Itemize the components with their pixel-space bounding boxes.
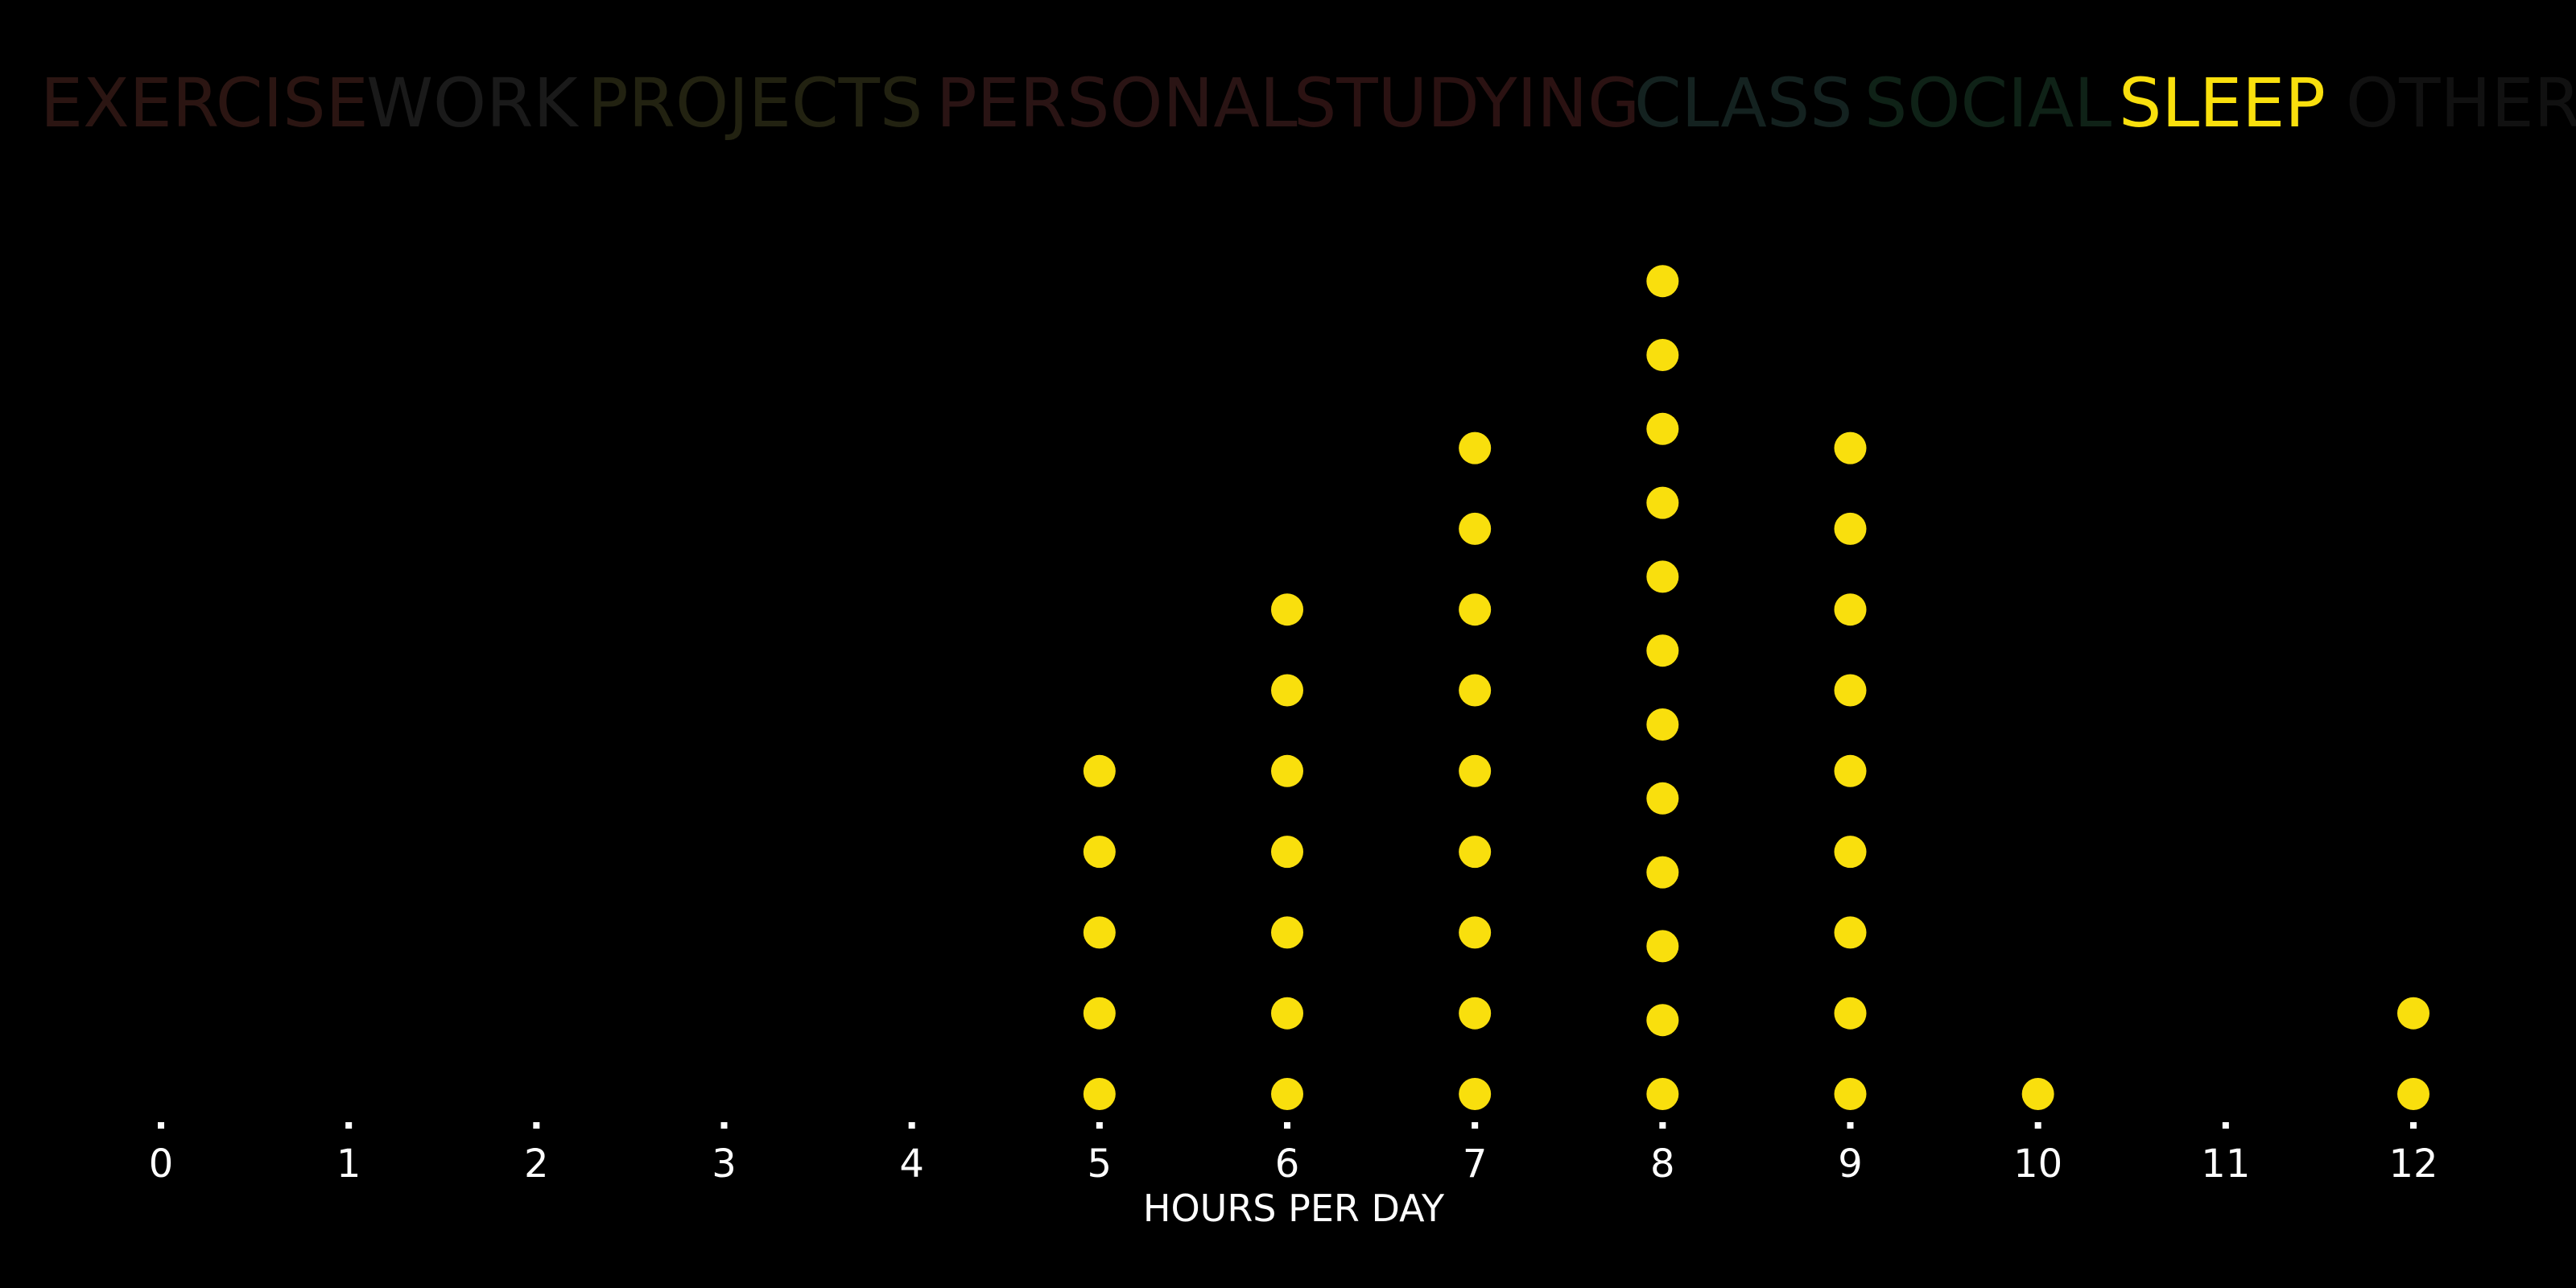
x-tick-label-2: 2: [524, 1141, 549, 1187]
dot-8h-9: [1646, 486, 1679, 519]
category-other[interactable]: OTHER: [2346, 64, 2576, 142]
x-axis-title: HOURS PER DAY: [1143, 1187, 1445, 1230]
dot-7h-7: [1459, 593, 1492, 626]
x-tick-label-8: 8: [1650, 1141, 1675, 1187]
dot-12h-2: [2397, 997, 2429, 1030]
dot-8h-5: [1646, 782, 1679, 815]
x-tick-mark-5: [1096, 1122, 1103, 1129]
dot-5h-4: [1083, 836, 1116, 869]
dot-9h-1: [1834, 1078, 1867, 1110]
category-work[interactable]: WORK: [366, 64, 580, 142]
dot-6h-4: [1271, 836, 1303, 869]
x-tick-label-3: 3: [712, 1141, 737, 1187]
dot-5h-5: [1083, 754, 1116, 787]
dot-10h-1: [2021, 1078, 2054, 1110]
x-tick-label-10: 10: [2013, 1141, 2062, 1187]
dot-8h-8: [1646, 560, 1679, 593]
dot-8h-6: [1646, 708, 1679, 741]
dot-9h-7: [1834, 593, 1867, 626]
x-tick-label-6: 6: [1275, 1141, 1300, 1187]
x-tick-label-5: 5: [1088, 1141, 1113, 1187]
x-tick-mark-4: [908, 1122, 915, 1129]
dot-8h-12: [1646, 265, 1679, 298]
dot-6h-6: [1271, 674, 1303, 707]
x-tick-mark-0: [158, 1122, 164, 1129]
category-social[interactable]: SOCIAL: [1864, 64, 2112, 142]
x-axis: 0 1 2 3 4 5 6 7 8 9 10 11 12: [149, 1122, 2438, 1187]
dot-5h-2: [1083, 997, 1116, 1030]
dot-7h-6: [1459, 674, 1492, 707]
x-tick-label-0: 0: [149, 1141, 174, 1187]
dot-6h-5: [1271, 754, 1303, 787]
dot-8h-2: [1646, 1004, 1679, 1037]
dot-7h-3: [1459, 916, 1492, 949]
dot-7h-5: [1459, 754, 1492, 787]
dot-6h-3: [1271, 916, 1303, 949]
x-tick-mark-11: [2222, 1122, 2229, 1129]
x-tick-label-1: 1: [336, 1141, 361, 1187]
x-tick-mark-7: [1472, 1122, 1479, 1129]
dot-7h-9: [1459, 431, 1492, 464]
dot-8h-7: [1646, 634, 1679, 667]
category-class[interactable]: CLASS: [1634, 64, 1852, 142]
dot-5h-3: [1083, 916, 1116, 949]
dot-8h-3: [1646, 930, 1679, 963]
x-tick-label-12: 12: [2388, 1141, 2438, 1187]
x-tick-mark-1: [345, 1122, 353, 1129]
category-exercise[interactable]: EXERCISE: [40, 64, 369, 142]
dot-8h-10: [1646, 412, 1679, 445]
dot-9h-6: [1834, 674, 1867, 707]
x-tick-label-4: 4: [899, 1141, 924, 1187]
x-tick-mark-3: [720, 1122, 728, 1129]
dot-6h-7: [1271, 593, 1303, 626]
dot-7h-2: [1459, 997, 1492, 1030]
category-projects[interactable]: PROJECTS: [588, 64, 923, 142]
category-studying[interactable]: STUDYING: [1294, 64, 1640, 142]
category-personal[interactable]: PERSONAL: [936, 64, 1298, 142]
dot-9h-4: [1834, 836, 1867, 869]
x-tick-mark-9: [1847, 1122, 1854, 1129]
dot-9h-8: [1834, 512, 1867, 545]
dot-8h-4: [1646, 856, 1679, 889]
dot-12h-1: [2397, 1078, 2429, 1110]
sleep-dots: [1083, 265, 2429, 1110]
x-tick-label-11: 11: [2201, 1141, 2250, 1187]
x-tick-mark-8: [1659, 1122, 1666, 1129]
category-sleep[interactable]: SLEEP: [2119, 64, 2326, 142]
x-tick-label-9: 9: [1838, 1141, 1863, 1187]
dot-9h-9: [1834, 431, 1867, 464]
dot-7h-1: [1459, 1078, 1492, 1110]
dot-8h-11: [1646, 339, 1679, 371]
x-tick-mark-6: [1284, 1122, 1290, 1129]
dot-5h-1: [1083, 1078, 1116, 1110]
dot-6h-2: [1271, 997, 1303, 1030]
dot-9h-5: [1834, 754, 1867, 787]
dot-7h-4: [1459, 836, 1492, 869]
x-tick-mark-2: [533, 1122, 540, 1129]
dot-6h-1: [1271, 1078, 1303, 1110]
dot-7h-8: [1459, 512, 1492, 545]
x-tick-mark-12: [2410, 1122, 2417, 1129]
x-tick-label-7: 7: [1463, 1141, 1488, 1187]
dot-8h-1: [1646, 1078, 1679, 1110]
x-tick-mark-10: [2034, 1122, 2041, 1129]
dot-9h-2: [1834, 997, 1867, 1030]
dot-9h-3: [1834, 916, 1867, 949]
